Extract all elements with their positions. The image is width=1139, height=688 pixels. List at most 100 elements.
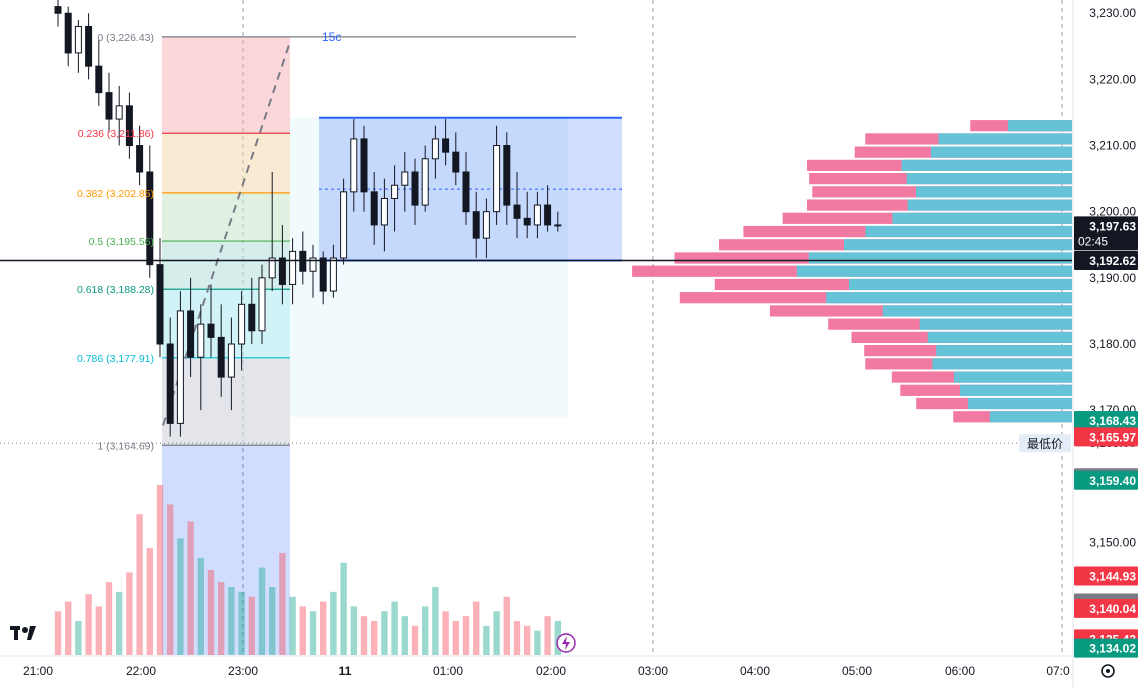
volume-bar [493, 611, 500, 655]
tradingview-logo[interactable] [10, 626, 36, 640]
price-badge[interactable]: 3,168.43 [1074, 411, 1138, 431]
time-tick-label: 03:00 [638, 664, 668, 678]
candle-body [197, 323, 205, 358]
time-tick-label: 07:0 [1046, 664, 1070, 678]
volume-bar [381, 611, 388, 655]
volume-bar [544, 616, 551, 655]
candle-body [105, 92, 113, 120]
fib-label: 0.382 (3,202.85) [77, 188, 154, 200]
candle-body [187, 310, 195, 358]
candle-body [54, 6, 62, 14]
candle-body [74, 25, 82, 54]
vp-row-buy [954, 371, 1072, 383]
lowest-price-tag-bg [1019, 434, 1071, 453]
candle-body [472, 211, 480, 239]
candle-body [227, 343, 235, 378]
candle-body [268, 257, 276, 279]
time-tick-label: 11 [339, 664, 352, 678]
candle-body [64, 12, 72, 54]
time-range-highlight [162, 445, 290, 655]
vp-row-buy [989, 411, 1072, 423]
lightning-icon-bolt [562, 636, 570, 650]
vp-row-buy [826, 292, 1072, 304]
candle-body [360, 138, 368, 193]
fib-level-labels: 0 (3,226.43) 0.236 (3,211.86) 0.382 (3,202… [77, 32, 154, 452]
fib-zone [162, 133, 290, 193]
vp-row-buy [960, 384, 1072, 396]
candle-body [452, 151, 460, 173]
price-badge-value: 3,192.62 [1089, 254, 1136, 268]
volume-bar [340, 562, 347, 655]
vp-row-buy [968, 397, 1072, 410]
gear-icon-ring [1101, 664, 1115, 678]
price-badge-bg [1074, 427, 1138, 447]
price-badge[interactable]: 3,192.62 [1074, 251, 1138, 271]
volume-bar [177, 538, 184, 655]
volume-bar [411, 625, 419, 655]
candle-body [533, 204, 541, 226]
vp-row-buy [901, 159, 1072, 171]
candle-body [523, 217, 531, 226]
vp-row-buy [919, 318, 1072, 330]
volume-bar [54, 611, 62, 655]
candle-body [176, 310, 184, 424]
price-tick-label: 3,200.00 [1089, 205, 1136, 219]
logo-slash [27, 626, 36, 640]
candle-body [125, 105, 133, 147]
volume-bar [95, 606, 102, 655]
price-badge-value: 3,159.40 [1089, 474, 1136, 488]
volume-bar [350, 606, 357, 655]
fib-zone [162, 241, 290, 290]
time-tick-label: 02:00 [536, 664, 566, 678]
volume-bar [452, 621, 459, 655]
candle-body [493, 145, 501, 213]
time-axis[interactable]: 21:00 22:00 23:00 11 01:00 02:00 03:00 04:00 05:… [23, 664, 1115, 678]
candle-body [207, 323, 215, 338]
candle-body [442, 138, 450, 153]
price-badge[interactable]: 3,140.04 [1074, 598, 1138, 618]
candle-body [258, 277, 266, 332]
price-badge-bg [1074, 638, 1138, 658]
candle-body [340, 191, 348, 259]
vp-row-buy [930, 146, 1072, 158]
candle-body [544, 204, 552, 226]
vp-row-buy [865, 225, 1072, 238]
price-badge-value: 3,168.43 [1089, 414, 1136, 428]
time-tick-label: 23:00 [228, 664, 258, 678]
vp-row-buy [916, 186, 1072, 198]
price-badge[interactable]: 3,159.40 [1074, 470, 1138, 490]
candle-body [309, 257, 317, 272]
price-tick-label: 3,180.00 [1089, 337, 1136, 351]
volume-bar [462, 616, 470, 655]
price-badge-bg [1074, 566, 1138, 586]
volume-bar [432, 587, 439, 655]
volume-bar [391, 601, 398, 655]
price-axis-bg [1074, 0, 1139, 656]
price-badge-value: 3,134.02 [1089, 642, 1136, 656]
candle-body [370, 191, 378, 226]
price-badge[interactable]: 3,165.97 [1074, 427, 1138, 447]
price-badge-bg [1074, 216, 1138, 251]
price-axis[interactable]: 3,230.00 3,220.00 3,210.00 3,200.00 3,190.00… [1019, 0, 1139, 658]
volume-bar [309, 611, 317, 655]
volume-bar [360, 616, 368, 655]
volume-bar [269, 587, 276, 655]
fib-retracement[interactable]: 15c [162, 30, 576, 655]
price-badge-value: 3,165.97 [1089, 430, 1136, 444]
price-badge[interactable]: 3,144.93 [1074, 566, 1138, 586]
candle-body [146, 171, 154, 266]
volume-bar [248, 596, 255, 655]
candle-body [421, 158, 429, 206]
vp-row-buy [882, 305, 1072, 317]
volume-bar [279, 553, 286, 655]
volume-bar [401, 616, 408, 655]
price-badge[interactable]: 3,134.02 [1074, 638, 1138, 658]
volume-bar [228, 587, 235, 655]
volume-bar [258, 567, 266, 655]
gear-icon[interactable] [1101, 664, 1115, 678]
candlestick-series [54, 0, 562, 437]
fib-trend-line[interactable] [162, 44, 290, 426]
lightning-icon[interactable] [556, 633, 576, 653]
